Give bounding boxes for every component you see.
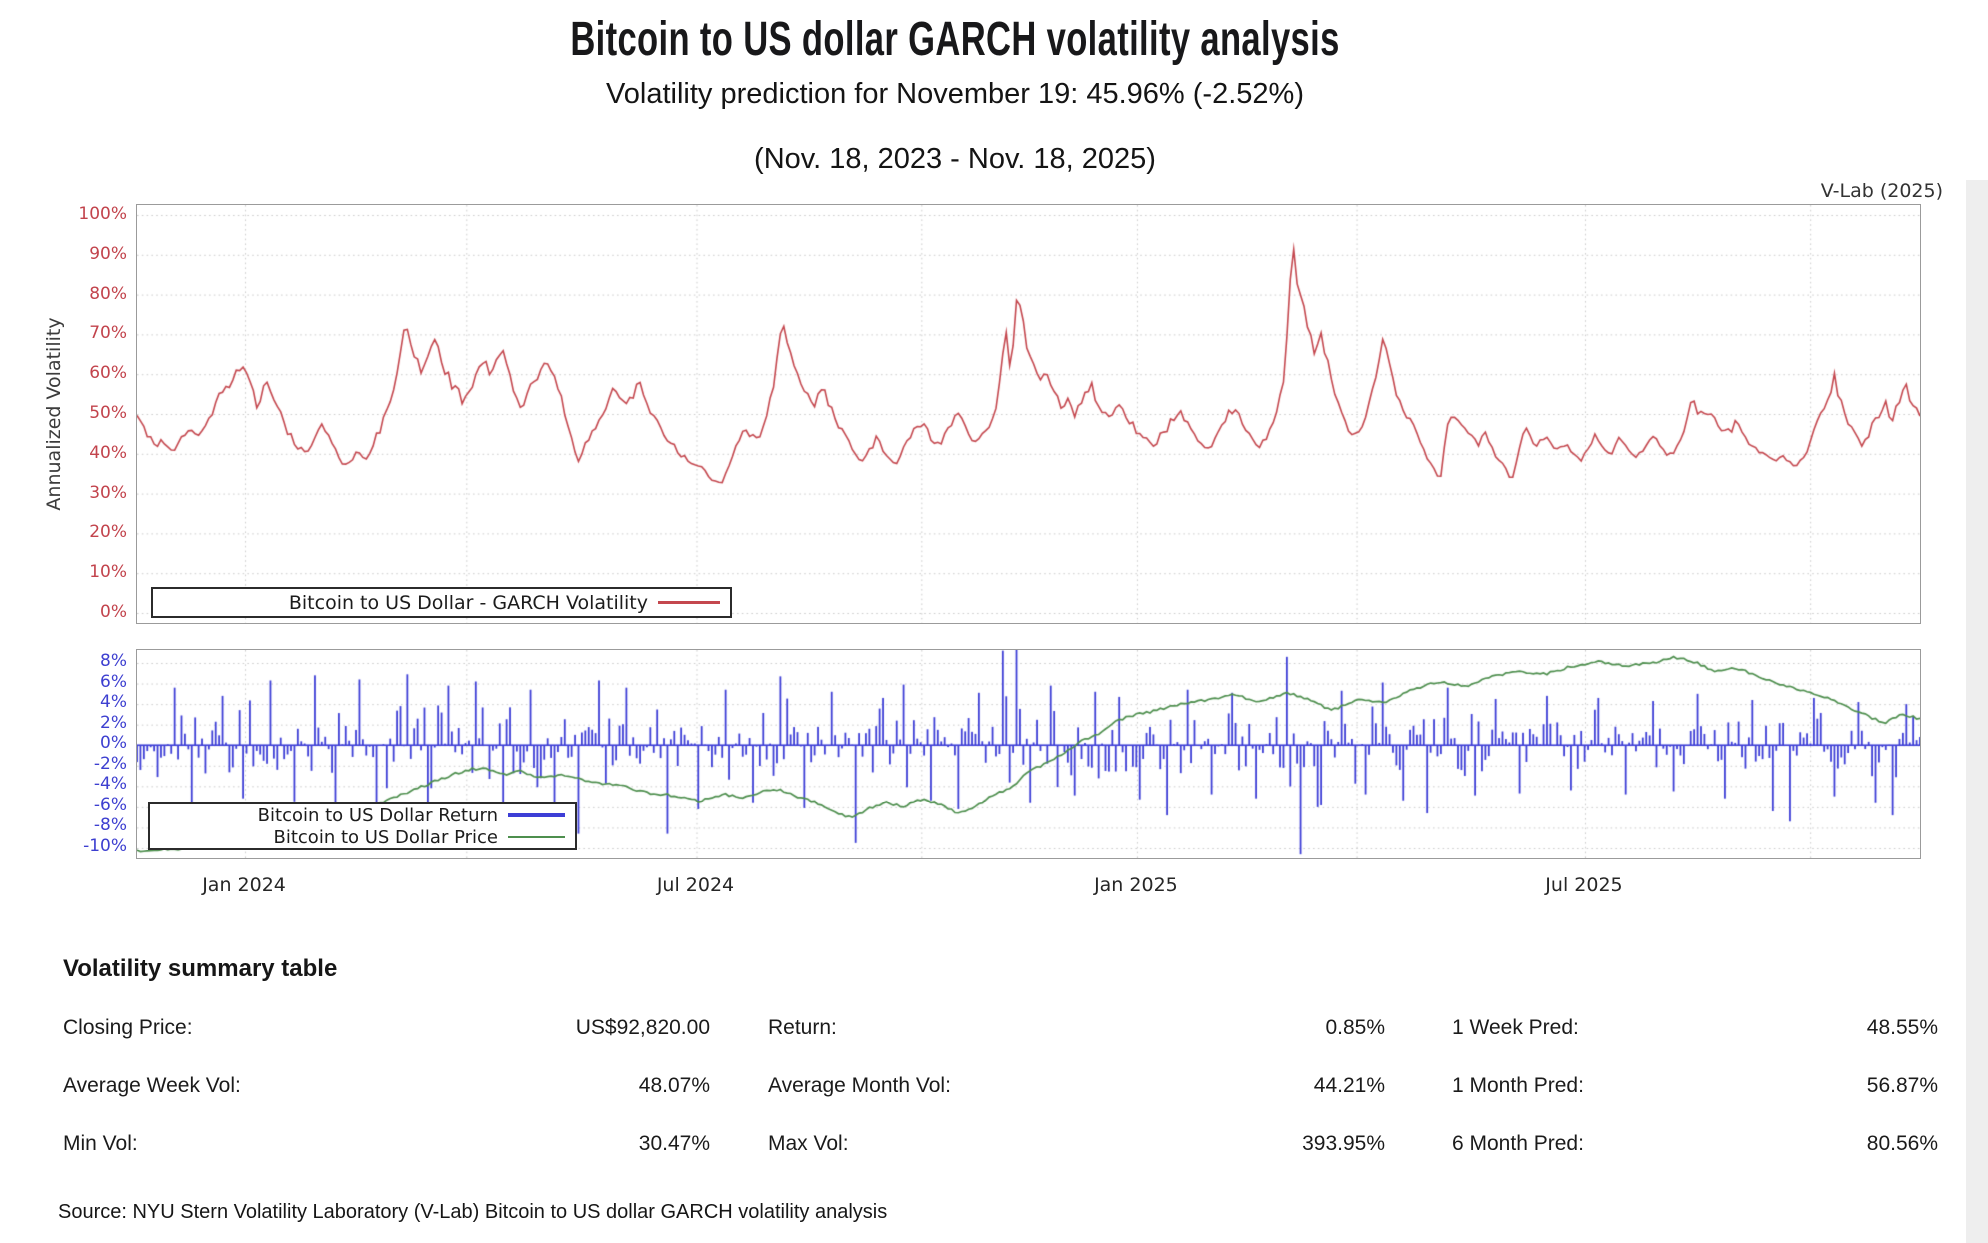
avg-week-vol-value: 48.07%: [638, 1074, 710, 1097]
y-tick-label: 0%: [100, 733, 127, 754]
y-tick-label: -10%: [83, 836, 127, 856]
price-legend-label: Bitcoin to US Dollar Price: [273, 826, 499, 848]
max-vol-label: Max Vol:: [768, 1132, 849, 1155]
max-vol-value: 393.95%: [1302, 1132, 1385, 1155]
avg-month-vol-value: 44.21%: [1313, 1074, 1385, 1097]
x-tick-label: Jan 2024: [202, 874, 286, 896]
garch-volatility-plot[interactable]: [136, 204, 1921, 624]
six-month-pred-label: 6 Month Pred:: [1452, 1132, 1584, 1155]
min-vol-label: Min Vol:: [63, 1132, 138, 1155]
x-tick-label: Jan 2025: [1094, 874, 1178, 896]
price-line-sample-icon: [508, 836, 565, 838]
y-tick-label: 0%: [100, 602, 127, 622]
month-pred-value: 56.87%: [1866, 1074, 1938, 1097]
return-value: 0.85%: [1325, 1016, 1385, 1039]
avg-month-vol-label: Average Month Vol:: [768, 1074, 951, 1097]
volatility-prediction-subtitle: Volatility prediction for November 19: 4…: [606, 78, 1304, 110]
y-tick-label: -4%: [93, 774, 127, 795]
y-tick-label: 10%: [89, 562, 127, 583]
source-attribution: Source: NYU Stern Volatility Laboratory …: [58, 1201, 888, 1223]
y-tick-label: 30%: [89, 482, 127, 503]
volatility-legend-label: Bitcoin to US Dollar - GARCH Volatility: [288, 591, 648, 614]
y-tick-label: 90%: [89, 243, 127, 264]
y-tick-label: -6%: [93, 794, 127, 815]
six-month-pred-value: 80.56%: [1866, 1132, 1938, 1155]
summary-table-heading: Volatility summary table: [63, 955, 338, 982]
page-title: Bitcoin to US dollar GARCH volatility an…: [570, 13, 1340, 66]
return-line-sample-icon: [508, 813, 565, 817]
y-tick-label: 60%: [89, 363, 127, 384]
volatility-legend: Bitcoin to US Dollar - GARCH Volatility: [151, 587, 732, 618]
y-tick-label: 80%: [89, 283, 127, 304]
month-pred-label: 1 Month Pred:: [1452, 1074, 1584, 1097]
table-row: Closing Price: US$92,820.00 Return: 0.85…: [0, 1016, 1988, 1046]
y-tick-label: 6%: [100, 671, 127, 692]
min-vol-value: 30.47%: [638, 1132, 710, 1155]
closing-price-value: US$92,820.00: [575, 1016, 710, 1039]
return-label: Return:: [768, 1016, 837, 1039]
return-legend-label: Bitcoin to US Dollar Return: [257, 804, 498, 826]
garch-volatility-canvas[interactable]: [137, 205, 1920, 623]
date-range: (Nov. 18, 2023 - Nov. 18, 2025): [754, 143, 1156, 175]
y-tick-label: -2%: [93, 753, 127, 774]
closing-price-label: Closing Price:: [63, 1016, 193, 1039]
y-tick-label: 40%: [89, 442, 127, 463]
week-pred-value: 48.55%: [1866, 1016, 1938, 1039]
y-tick-label: 70%: [89, 323, 127, 344]
scrollbar-gutter[interactable]: [1966, 180, 1988, 1243]
y-tick-label: 50%: [89, 403, 127, 423]
week-pred-label: 1 Week Pred:: [1452, 1016, 1579, 1039]
volatility-line-sample-icon: [658, 601, 720, 604]
x-tick-label: Jul 2025: [1545, 874, 1623, 896]
return-price-legend: Bitcoin to US Dollar Return Bitcoin to U…: [148, 802, 577, 850]
y-tick-label: 100%: [78, 204, 127, 224]
table-row: Average Week Vol: 48.07% Average Month V…: [0, 1074, 1988, 1104]
y-tick-label: 20%: [89, 522, 127, 543]
vlab-watermark: V-Lab (2025): [1820, 180, 1943, 202]
y-tick-label: 4%: [100, 692, 127, 713]
table-row: Min Vol: 30.47% Max Vol: 393.95% 6 Month…: [0, 1132, 1988, 1162]
y-tick-label: 2%: [100, 712, 127, 733]
x-tick-label: Jul 2024: [656, 874, 735, 896]
y-tick-label: -8%: [93, 815, 127, 836]
avg-week-vol-label: Average Week Vol:: [63, 1074, 241, 1097]
y-tick-label: 8%: [100, 651, 127, 671]
